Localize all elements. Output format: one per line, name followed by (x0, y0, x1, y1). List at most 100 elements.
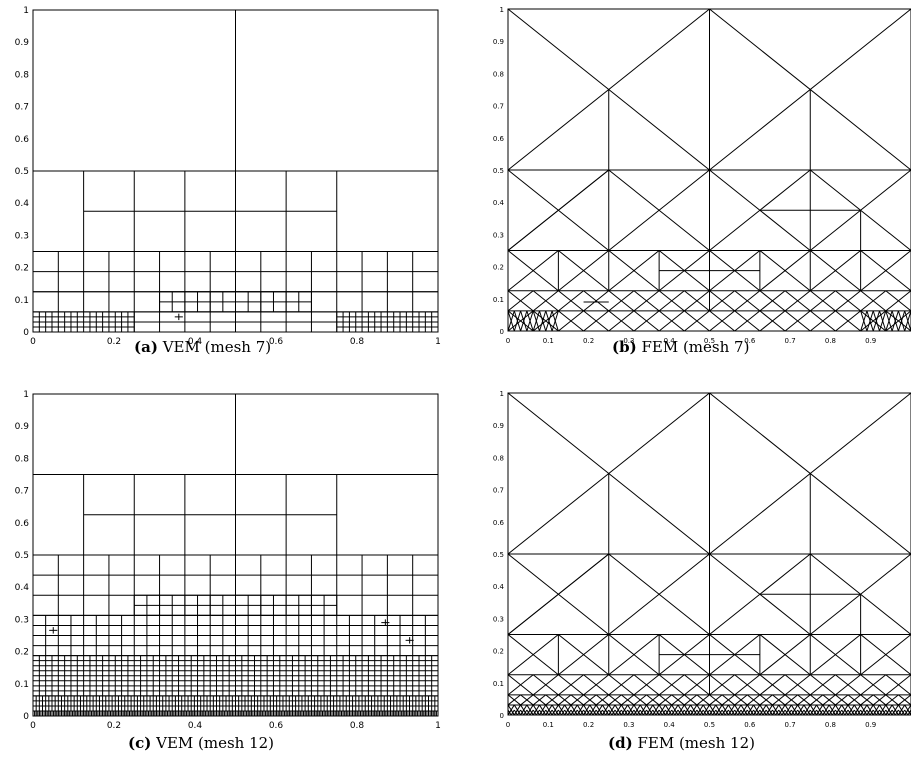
mesh-edge (721, 694, 735, 706)
mesh-edge (872, 709, 877, 716)
mesh-edge (608, 709, 613, 716)
mesh-edge (853, 709, 858, 716)
mesh-edge (756, 709, 761, 716)
mesh-edge (809, 250, 861, 292)
y-tick-label: 0.1 (15, 296, 29, 306)
x-tick-label: 0.6 (744, 337, 756, 345)
mesh-edge (526, 709, 531, 716)
mesh-edge (608, 310, 635, 332)
mesh-edge (709, 674, 735, 696)
mesh-edge (633, 674, 660, 696)
mesh-edge (784, 290, 811, 312)
mesh-edge (835, 709, 840, 716)
y-tick-label: 0.8 (15, 454, 30, 464)
mesh-edge (734, 709, 739, 716)
mesh-edge (759, 709, 764, 716)
mesh-edge (885, 674, 911, 696)
mesh-edge (885, 310, 893, 332)
mesh-edge (545, 694, 559, 706)
mesh-edge (507, 310, 534, 332)
mesh-edge (797, 709, 802, 716)
x-tick-label: 0 (506, 337, 510, 345)
mesh-edge (658, 694, 673, 706)
x-tick-label: 0.9 (865, 721, 876, 729)
y-tick-label: 0 (500, 328, 504, 336)
mesh-edge (746, 709, 751, 716)
mesh-edge (841, 709, 846, 716)
mesh-edge (828, 709, 833, 716)
mesh-edge (646, 709, 651, 716)
mesh-edge (507, 250, 559, 292)
mesh-edge (872, 310, 880, 332)
mesh-edge (797, 694, 811, 706)
vem-mesh-7-plot: 0 0.2 0.4 0.6 0.8 1 0 0.1 0.2 0.3 0.4 0.5 0.6 0.7 0.8 0… (15, 6, 441, 347)
mesh-edge (809, 290, 836, 312)
x-tick-label: 0.8 (350, 337, 365, 347)
mesh-edge (677, 709, 682, 716)
mesh-edge (775, 709, 780, 716)
y-tick-label: 0.1 (493, 680, 504, 688)
mesh-edge (781, 709, 786, 716)
mesh-edge (630, 709, 635, 716)
y-tick-label: 0.9 (493, 422, 504, 430)
mesh-edge (573, 709, 578, 716)
mesh-edge (759, 634, 811, 676)
mesh-edge (809, 709, 814, 716)
fem-mesh-12-plot: 0 0.1 0.2 0.3 0.4 0.5 0.6 0.7 0.8 0.9 0 0.1 0.2 0.3 0.… (493, 390, 911, 729)
mesh-edge (863, 709, 868, 716)
x-tick-label: 0.6 (269, 337, 284, 347)
mesh-edge (545, 310, 553, 332)
x-tick-label: 0.1 (543, 337, 554, 345)
x-tick-label: 0.4 (664, 337, 676, 345)
mesh-edge (658, 709, 663, 716)
mesh-edge (790, 709, 795, 716)
mesh-edge (548, 709, 553, 716)
y-tick-label: 0.4 (493, 583, 505, 591)
mesh-edge (731, 709, 736, 716)
mesh-edge (898, 694, 911, 706)
caption-d: (d) FEM (mesh 12) (608, 734, 755, 752)
x-tick-label: 0.4 (188, 337, 203, 347)
mesh-edge (850, 709, 855, 716)
mesh-edge (806, 709, 811, 716)
mesh-edge (674, 709, 679, 716)
mesh-edge (784, 674, 811, 696)
mesh-edge (784, 310, 811, 332)
mesh-edge (507, 553, 610, 635)
mesh-edge (709, 310, 735, 332)
mesh-edge (551, 709, 556, 716)
panel-b: 0 0.1 0.2 0.3 0.4 0.5 0.6 0.7 0.8 0.9 0 0.1 0.2 0.3 0.… (470, 0, 911, 383)
mesh-edge (558, 674, 584, 696)
y-tick-label: 0 (500, 712, 504, 720)
mesh-edge (558, 634, 610, 676)
mesh-edge (885, 709, 890, 716)
mesh-edge (658, 310, 685, 332)
mesh-edge (608, 674, 635, 696)
x-tick-label: 0 (30, 721, 36, 729)
mesh-edge (860, 709, 865, 716)
mesh-edge (532, 674, 559, 696)
mesh-edge (564, 709, 569, 716)
mesh-edge (847, 709, 852, 716)
mesh-edge (885, 694, 899, 706)
panel-c: 0 0.2 0.4 0.6 0.8 1 0 0.1 0.2 0.3 0.4 0.5 0.6 0.7 0.8 0… (0, 384, 455, 766)
mesh-edge (765, 709, 770, 716)
y-tick-label: 0 (23, 712, 29, 722)
mesh-edge (885, 290, 911, 312)
mesh-edge (602, 709, 607, 716)
mesh-edge (891, 310, 899, 332)
mesh-edge (879, 310, 887, 332)
mesh-edge (668, 709, 673, 716)
mesh-edge (737, 709, 742, 716)
y-tick-label: 0.2 (493, 264, 504, 272)
mesh-edge (734, 290, 761, 312)
caption-c-label: (c) (128, 734, 152, 752)
mesh-edge (611, 709, 616, 716)
mesh-edge (542, 709, 547, 716)
y-tick-label: 0.6 (15, 519, 30, 529)
mesh-edge (517, 709, 522, 716)
mesh-edge (649, 709, 654, 716)
mesh-edge (526, 310, 534, 332)
mesh-edge (539, 310, 547, 332)
mesh-edge (812, 709, 817, 716)
